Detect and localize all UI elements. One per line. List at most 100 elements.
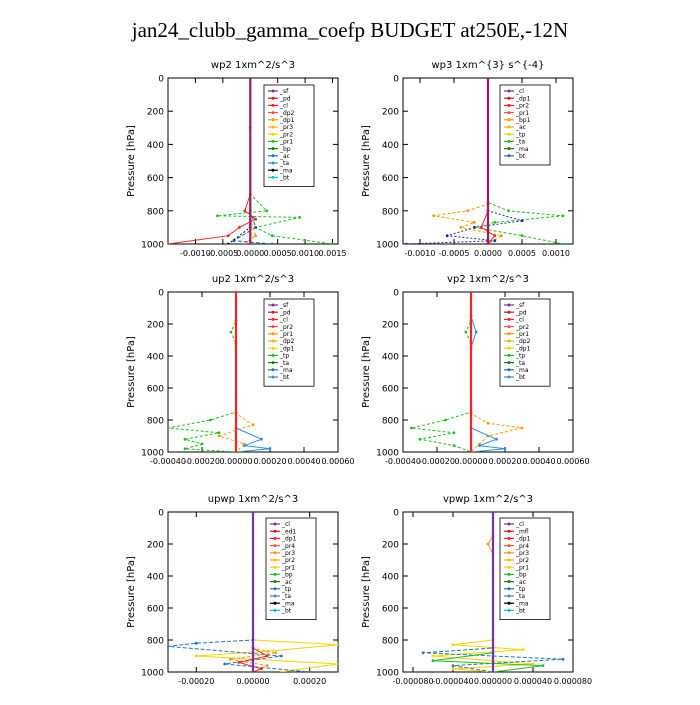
legend-marker [273, 544, 277, 548]
series-point [274, 651, 278, 655]
series-point [520, 426, 524, 430]
y-tick-label: 400 [382, 141, 399, 151]
legend-label: _pr1 [279, 331, 293, 338]
y-tick-label: 400 [147, 353, 164, 363]
legend-label: _bp [281, 572, 293, 579]
series-point [486, 242, 490, 244]
y-tick-label: 200 [382, 541, 399, 551]
y-tick-label: 800 [147, 417, 164, 427]
series-point [444, 418, 447, 422]
series-point [279, 654, 283, 658]
chart-panel-1: wp2 1xm^2/s^3 Pressure [hPa] 0 200 400 600 800… [126, 60, 347, 258]
legend-marker [271, 125, 275, 129]
series-point [418, 437, 422, 441]
legend-label: _cl [279, 103, 288, 110]
legend-label: _dp1 [515, 95, 531, 102]
series-point [265, 664, 269, 667]
y-axis-label: Pressure [hPa] [126, 336, 137, 408]
series-point [183, 447, 187, 451]
x-tick-label: -0.00020 [178, 677, 214, 686]
x-tick-label: -0.00020 [184, 457, 220, 466]
x-tick-label: -0.0005 [207, 249, 238, 258]
legend-marker [271, 317, 275, 321]
panel-title: vp2 1xm^2/s^3 [447, 274, 529, 285]
series-point [507, 209, 510, 213]
x-tick-label: -0.00020 [419, 457, 455, 466]
legend-marker [271, 303, 275, 307]
legend-label: _dp1 [515, 536, 531, 543]
legend-marker [273, 551, 277, 555]
series-point [265, 654, 269, 658]
legend-label: _ta [515, 593, 525, 600]
y-tick-label: 1000 [141, 241, 164, 251]
series-point [491, 670, 495, 672]
series-point [469, 450, 473, 452]
y-tick-label: 400 [147, 141, 164, 151]
legend-label: _ma [279, 367, 293, 374]
series-point [265, 209, 269, 213]
panel-title: wp2 1xm^2/s^3 [211, 60, 295, 71]
legend-marker [271, 375, 275, 379]
plot-frame [402, 291, 574, 453]
series-point [561, 214, 565, 218]
x-tick-label: 0.0000 [474, 249, 502, 258]
legend-marker [271, 111, 275, 115]
y-tick-label: 0 [158, 289, 164, 299]
page-title: jan24_clubb_gamma_coefp BUDGET at250E,-1… [131, 18, 569, 42]
series-point [405, 242, 408, 244]
legend-marker [507, 608, 511, 612]
legend-marker [271, 154, 275, 158]
series-point [209, 418, 212, 422]
series-point [237, 226, 241, 229]
legend-marker [273, 594, 277, 598]
series-point [254, 217, 258, 221]
series-point [251, 512, 255, 514]
series-point [521, 648, 525, 651]
x-tick-label: 0.00020 [253, 457, 286, 466]
legend-marker [507, 317, 511, 321]
series-point [445, 234, 449, 238]
legend-label: _dp1 [279, 345, 295, 352]
legend-marker [271, 325, 275, 329]
y-tick-label: 1000 [376, 669, 399, 679]
legend-marker [507, 361, 511, 365]
legend-marker [507, 111, 511, 115]
y-tick-label: 200 [382, 321, 399, 331]
x-tick-label: 0.00060 [556, 457, 589, 466]
legend-marker [273, 608, 277, 612]
y-tick-label: 0 [393, 289, 399, 299]
series-group [168, 512, 338, 672]
legend-marker [271, 353, 275, 357]
x-tick-label: 0.0010 [291, 249, 319, 258]
y-tick-label: 1000 [376, 449, 399, 459]
legend-label: _pr1 [279, 139, 293, 146]
legend-marker [271, 147, 275, 151]
legend-label: _ma [279, 167, 293, 174]
series-point [451, 643, 455, 647]
legend-marker [271, 175, 275, 179]
plot-frame [167, 291, 339, 453]
series-point [473, 226, 476, 229]
x-tick-label: 0.000080 [554, 677, 592, 686]
legend-marker [273, 529, 277, 533]
series-point [216, 214, 219, 218]
series-point [217, 431, 221, 435]
series-point [473, 221, 476, 224]
legend-marker [507, 558, 511, 562]
legend-label: _tp [281, 586, 291, 593]
series-point [168, 242, 170, 244]
y-tick-label: 0 [393, 509, 399, 519]
series-point [491, 512, 495, 514]
series-point [432, 214, 435, 218]
legend-marker [507, 551, 511, 555]
legend-label: _bt [515, 374, 526, 381]
x-tick-label: 0.00060 [321, 457, 354, 466]
series-point [251, 423, 255, 427]
x-tick-label: 0.000000 [474, 677, 512, 686]
series-point [254, 226, 258, 229]
legend-label: _pr1 [515, 564, 529, 571]
chart-panel-2: wp3 1xm^{3} s^{-4} Pressure [hPa] 0 200 400 6… [361, 60, 574, 258]
series-point [486, 78, 490, 80]
